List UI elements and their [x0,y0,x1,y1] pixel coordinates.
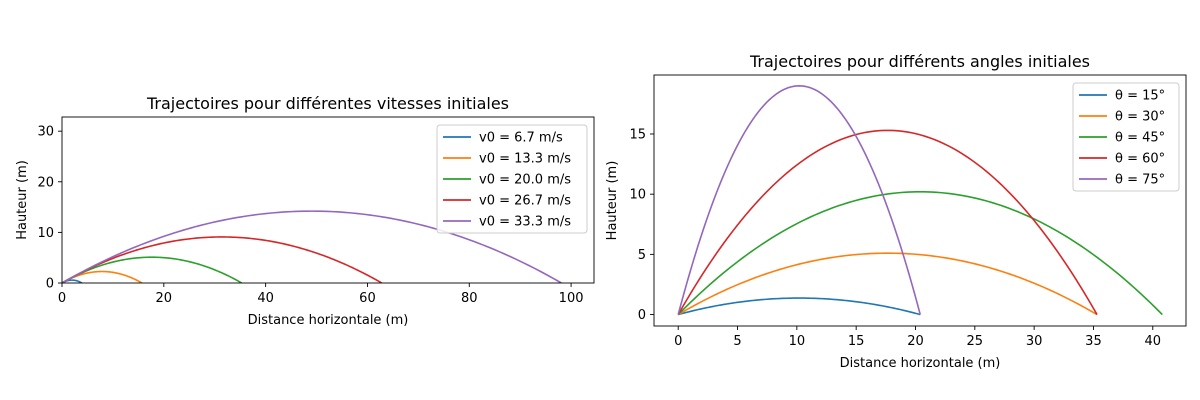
series-line-60 [677,129,1098,315]
legend-label: θ = 45° [1115,131,1165,146]
x-tick-label: 30 [1026,334,1043,349]
legend-label: θ = 15° [1115,89,1165,104]
x-tick-label: 35 [1085,334,1102,349]
series-line-v0-33-3-m-s [62,210,562,283]
y-tick-label: 0 [638,308,646,323]
chart-title: Trajectoires pour différentes vitesses i… [146,94,509,113]
series-line-v0-20-0-m-s [62,256,243,283]
y-tick-label: 10 [37,226,54,241]
series-line-75 [677,85,922,315]
y-axis-label: Hauteur (m) [605,161,620,241]
x-tick-label: 10 [789,334,806,349]
series-line-45 [677,190,1163,316]
legend-box [1072,82,1180,192]
x-tick-label: 80 [461,291,478,306]
y-tick-label: 20 [37,175,54,190]
chart-angles: 0 5 10 15 20 25 30 35 40 0 5 10 15 Trajectoires pour … [605,52,1187,371]
x-axis-label: Distance horizontale (m) [248,313,409,328]
x-tick-label: 100 [559,291,584,306]
legend-box [436,124,588,234]
y-tick-label: 10 [629,188,646,203]
y-tick-label: 30 [37,125,54,140]
series-lines [677,85,1163,316]
x-tick-label: 5 [733,334,741,349]
series-line-30 [677,252,1098,316]
plot-frame [653,74,1187,327]
x-tick-label: 0 [58,291,66,306]
plot-frame [61,116,595,284]
x-tick-label: 15 [848,334,865,349]
y-tick-label: 15 [629,127,646,142]
x-tick-label: 60 [359,291,376,306]
y-axis-label: Hauteur (m) [15,160,30,240]
chart-title: Trajectoires pour différents angles init… [749,52,1090,71]
legend: v0 = 6.7 m/s v0 = 13.3 m/s v0 = 20.0 m/s v0… [436,124,588,234]
legend-label: v0 = 33.3 m/s [479,215,571,230]
series-line-15 [677,297,921,316]
legend-label: v0 = 20.0 m/s [479,173,571,188]
x-tick-label: 25 [967,334,984,349]
x-tick-label: 20 [156,291,173,306]
legend: θ = 15° θ = 30° θ = 45° θ = 60° θ = 75° [1072,82,1180,192]
legend-label: v0 = 13.3 m/s [479,152,571,167]
y-tick-label: 0 [46,277,54,292]
legend-label: v0 = 26.7 m/s [479,194,571,209]
x-tick-label: 40 [257,291,274,306]
x-tick-label: 40 [1145,334,1162,349]
series-lines [62,210,562,283]
x-tick-label: 20 [907,334,924,349]
chart-velocities: 0 20 40 60 80 100 0 10 20 30 Trajectoires pour dif… [15,94,595,328]
series-line-v0-26-7-m-s [62,236,383,283]
legend-label: θ = 30° [1115,110,1165,125]
legend-label: θ = 60° [1115,152,1165,167]
legend-label: v0 = 6.7 m/s [479,131,563,146]
y-tick-label: 5 [638,248,646,263]
x-tick-label: 0 [674,334,682,349]
legend-label: θ = 75° [1115,173,1165,188]
x-axis-label: Distance horizontale (m) [840,356,1001,371]
